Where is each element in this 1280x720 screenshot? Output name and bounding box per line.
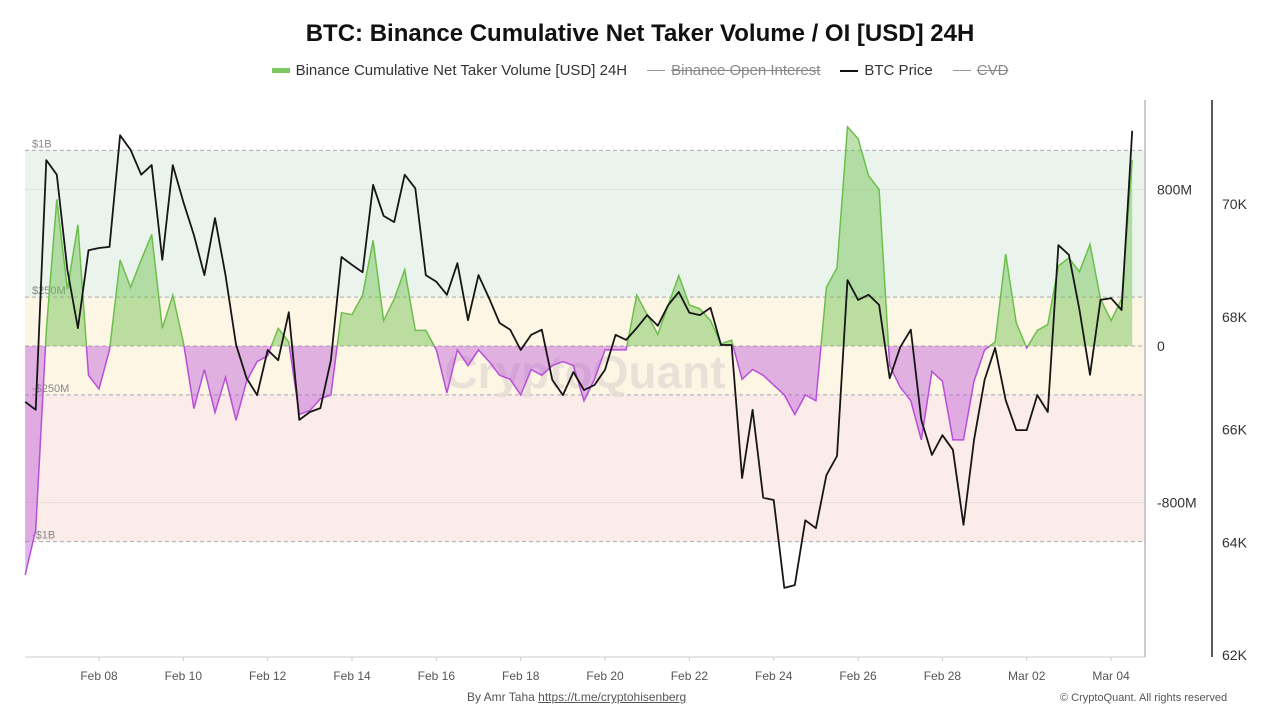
legend-swatch-gray: [952, 70, 971, 71]
legend-label: Binance Cumulative Net Taker Volume [USD…: [295, 62, 628, 79]
net-taker-volume-negative-line: [887, 345, 991, 441]
net-taker-volume-positive-line: [109, 234, 185, 347]
x-tick-label: Feb 24: [755, 669, 793, 683]
x-tick-label: Mar 04: [1092, 669, 1130, 683]
net-taker-volume-negative-area: [289, 346, 338, 415]
net-taker-volume-negative-line: [433, 345, 628, 403]
reference-label: $1B: [32, 138, 52, 150]
price-tick-label: 68K: [1222, 309, 1248, 325]
x-tick-label: Feb 10: [165, 669, 203, 683]
net-taker-volume-positive-area: [110, 234, 184, 346]
legend-label: CVD: [976, 62, 1009, 79]
x-tick-label: Feb 14: [333, 669, 371, 683]
band-2: [25, 394, 1145, 542]
net-taker-volume-negative-line: [732, 345, 822, 417]
net-taker-volume-positive-area: [989, 254, 1026, 346]
net-taker-volume-positive-line: [989, 253, 1027, 347]
net-taker-volume-positive-area: [1027, 160, 1133, 346]
x-tick-label: Feb 16: [418, 669, 456, 683]
net-taker-volume-positive-area: [337, 240, 435, 346]
legend: Binance Cumulative Net Taker Volume [USD…: [0, 62, 1280, 79]
net-taker-volume-positive-line: [820, 125, 890, 347]
copyright: © CryptoQuant. All rights reserved: [1060, 692, 1228, 704]
price-tick-label: 64K: [1222, 534, 1248, 550]
net-taker-volume-negative-line: [85, 345, 111, 391]
net-taker-volume-positive-area: [271, 328, 290, 346]
btc-price-line: [24, 130, 1134, 589]
legend-item-open-interest[interactable]: Binance Open Interest: [647, 62, 820, 79]
net-taker-volume-positive-line: [1027, 160, 1133, 347]
net-taker-volume-negative-line: [1025, 345, 1029, 350]
author: By Amr Taha: [467, 690, 535, 704]
net-taker-volume-positive-line: [44, 199, 88, 347]
net-taker-volume-positive-area: [821, 126, 889, 347]
footer-credit: By Amr Taha https://t.me/cryptohisenberg: [467, 690, 686, 704]
reference-label: -$250M: [32, 383, 69, 395]
legend-item-cvd[interactable]: CVD: [952, 62, 1009, 79]
chart-title: BTC: Binance Cumulative Net Taker Volume…: [305, 20, 975, 47]
x-tick-label: Mar 02: [1008, 669, 1046, 683]
reference-label: -$1B: [32, 530, 55, 542]
legend-item-btc-price[interactable]: BTC Price: [840, 62, 933, 79]
x-tick-label: Feb 08: [80, 669, 118, 683]
legend-label: Binance Open Interest: [671, 62, 821, 79]
net-taker-volume-positive-line: [626, 273, 734, 347]
band-0: [25, 150, 1145, 298]
x-tick-label: Feb 12: [249, 669, 287, 683]
author-link[interactable]: https://t.me/cryptohisenberg: [538, 690, 687, 704]
legend-item-net-taker-volume[interactable]: Binance Cumulative Net Taker Volume [USD…: [271, 62, 628, 79]
legend-label: BTC Price: [864, 62, 933, 79]
net-taker-volume-negative-area: [888, 346, 990, 440]
x-tick-label: Feb 20: [586, 669, 624, 683]
price-tick-label: 66K: [1222, 422, 1248, 438]
net-taker-volume-negative-area: [25, 346, 46, 575]
price-tick-label: 62K: [1222, 647, 1248, 663]
net-taker-volume-positive-line: [336, 240, 435, 347]
x-tick-label: Feb 26: [839, 669, 877, 683]
net-taker-volume-negative-line: [24, 345, 47, 576]
volume-tick-label: 800M: [1157, 182, 1192, 198]
net-taker-volume-negative-area: [434, 346, 627, 401]
legend-swatch-black: [840, 69, 859, 72]
x-tick-label: Feb 18: [502, 669, 540, 683]
x-tick-label: Feb 28: [924, 669, 962, 683]
legend-swatch-green: [271, 68, 290, 73]
volume-tick-label: -800M: [1157, 494, 1197, 510]
net-taker-volume-negative-line: [183, 345, 273, 421]
volume-tick-label: 0: [1157, 338, 1165, 354]
price-tick-label: 70K: [1222, 196, 1248, 212]
legend-swatch-gray: [647, 70, 666, 71]
net-taker-volume-positive-area: [626, 275, 734, 346]
net-taker-volume-negative-area: [86, 346, 110, 389]
x-tick-label: Feb 22: [671, 669, 709, 683]
net-taker-volume-negative-area: [733, 346, 821, 415]
